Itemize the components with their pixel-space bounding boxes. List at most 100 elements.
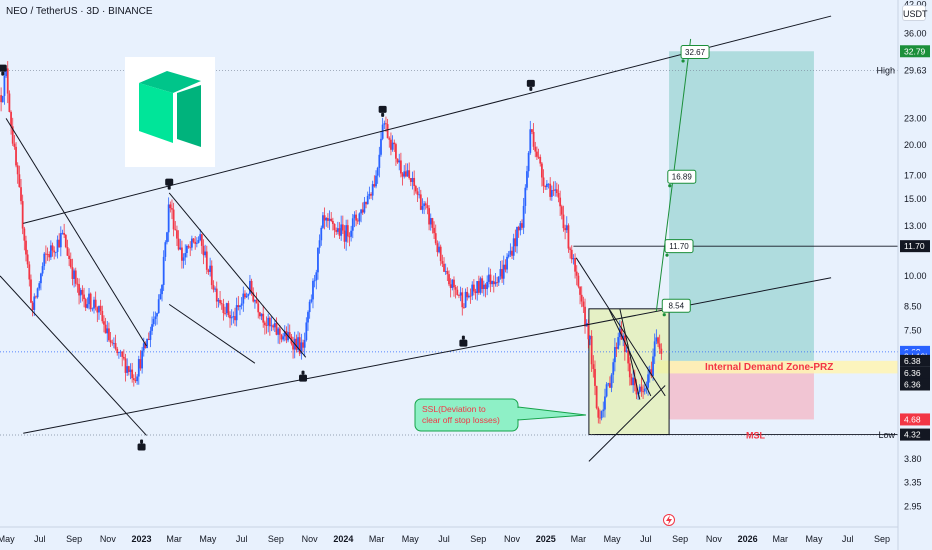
candle-body — [522, 205, 525, 228]
trendline-triangle-fan-2 — [619, 308, 641, 400]
time-tick-month: Jul — [236, 534, 248, 544]
candle-body — [71, 267, 74, 279]
trendline-falling-2-lower — [168, 303, 256, 364]
candle-body — [63, 232, 66, 235]
candle-body — [172, 209, 175, 230]
candle-body — [249, 280, 251, 294]
candle-body — [20, 187, 22, 202]
candle-body — [164, 242, 167, 257]
currency-unit-button[interactable]: USDT — [902, 5, 928, 21]
price-badge — [900, 366, 930, 379]
candle-body — [302, 342, 304, 348]
candle-body — [441, 261, 444, 264]
candle-body — [575, 271, 578, 276]
candle-body — [497, 276, 500, 283]
candle-body — [443, 263, 445, 272]
thumbs-down-thumb — [529, 86, 533, 91]
candle-body — [258, 312, 261, 317]
candle-body — [587, 323, 590, 340]
candle-body — [643, 388, 646, 392]
candle-body — [33, 296, 36, 310]
candle-body — [506, 256, 508, 270]
candle-body — [325, 217, 328, 221]
candle-body — [451, 279, 454, 288]
time-tick-year: 2024 — [333, 534, 353, 544]
candle-body — [501, 269, 503, 279]
candle-body — [358, 213, 361, 222]
candle-body — [74, 270, 77, 284]
candle-body — [13, 143, 16, 147]
candle-body — [351, 218, 354, 231]
candle-body — [468, 295, 470, 298]
candle-body — [6, 68, 9, 94]
candle-body — [532, 131, 535, 147]
time-tick-month: May — [402, 534, 420, 544]
candle-body — [577, 275, 580, 287]
candle-body — [491, 281, 494, 285]
price-tick-label: 8.50 — [904, 302, 922, 312]
candle-body — [542, 177, 545, 186]
price-tick-label: 2.95 — [904, 502, 922, 512]
candle-body — [194, 241, 197, 244]
price-badge — [900, 45, 930, 58]
candle-body — [489, 274, 492, 285]
price-tick-label: 3.80 — [904, 454, 922, 464]
candle-body — [494, 282, 497, 285]
candle-body — [570, 249, 573, 260]
candle-body — [48, 254, 51, 258]
candle-body — [263, 322, 266, 326]
candle-body — [406, 170, 409, 177]
candle-body — [509, 250, 512, 255]
candle-body — [409, 178, 412, 182]
time-tick-month: Nov — [302, 534, 319, 544]
candle-body — [345, 225, 348, 242]
candle-body — [119, 351, 122, 353]
candle-body — [444, 271, 447, 272]
candle-body — [632, 377, 635, 386]
candle-body — [557, 193, 560, 198]
candle-body — [252, 292, 255, 302]
candle-body — [275, 323, 278, 335]
demand-zone — [656, 360, 898, 374]
price-badge-text: 11.70 — [904, 241, 925, 251]
candle-body — [487, 274, 490, 282]
candle-body — [414, 186, 417, 192]
candle-body — [356, 220, 359, 222]
time-tick-month: Mar — [369, 534, 385, 544]
candle-body — [103, 321, 105, 325]
candle-body — [378, 154, 381, 168]
price-badge — [900, 354, 930, 367]
candle-body — [514, 238, 517, 247]
candle-body — [176, 230, 178, 239]
candle-body — [511, 250, 513, 256]
candle-body — [544, 185, 547, 188]
candle-body — [590, 335, 593, 365]
candle-body — [117, 352, 120, 354]
candle-body — [214, 288, 216, 290]
candle-body — [426, 205, 429, 209]
candle-body — [179, 247, 182, 250]
candle-body — [560, 206, 563, 215]
candle-body — [346, 225, 349, 237]
candle-body — [147, 338, 150, 340]
candle-body — [524, 187, 527, 206]
candle-body — [615, 347, 618, 349]
candle-body — [330, 218, 333, 221]
thumbs-up-icon — [299, 370, 308, 382]
candle-body — [476, 281, 479, 294]
price-badge-text: 4.32 — [904, 430, 921, 440]
candle-body — [267, 317, 270, 326]
candle-body — [10, 111, 12, 127]
candle-body — [255, 299, 258, 304]
candle-body — [151, 324, 153, 331]
price-badge-text: 6.36 — [904, 379, 921, 389]
candle-body — [531, 129, 533, 132]
candle-body — [89, 293, 92, 310]
candle-body — [496, 282, 499, 283]
candle-body — [30, 279, 32, 303]
candle-body — [547, 183, 550, 185]
price-badge-text: 6.36 — [904, 368, 921, 378]
target-label-text: 16.89 — [672, 173, 693, 182]
